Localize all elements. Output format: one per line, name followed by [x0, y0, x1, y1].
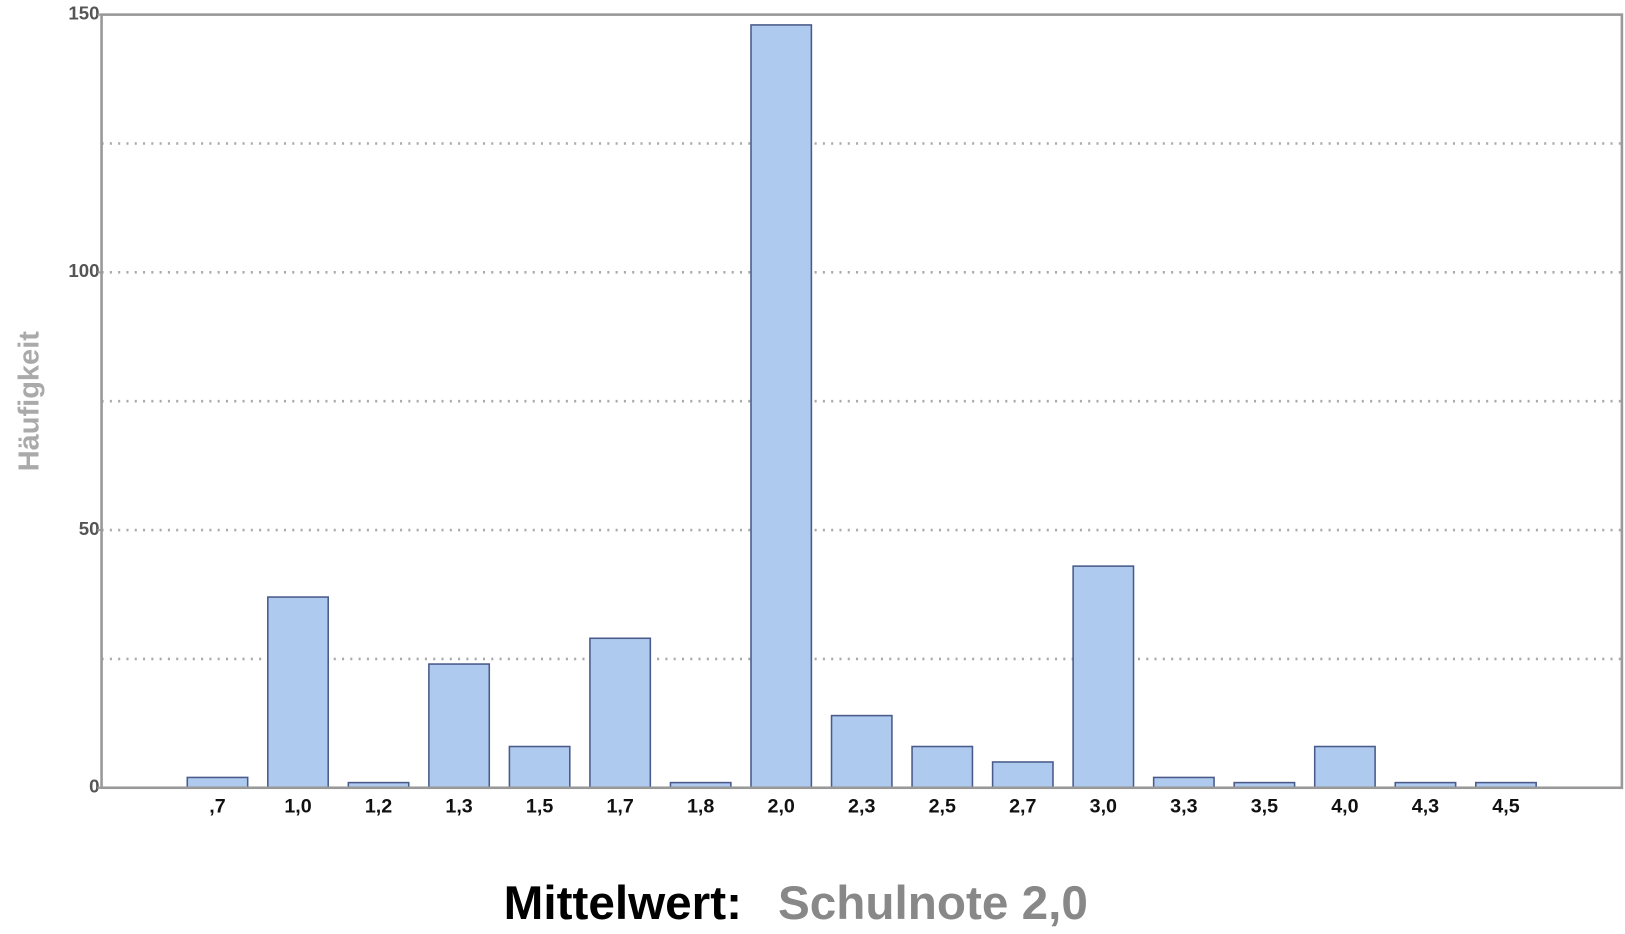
- y-tick-label: 100: [68, 260, 99, 281]
- x-tick-label: 1,2: [365, 796, 392, 818]
- x-tick-label: 3,5: [1251, 796, 1278, 818]
- y-tick-label: 0: [89, 776, 99, 797]
- x-tick-label: 3,3: [1170, 796, 1197, 818]
- y-axis-label: Häufigkeit: [14, 331, 46, 472]
- y-tick-label: 50: [79, 518, 100, 539]
- footer-label: Mittelwert:: [504, 876, 742, 929]
- x-tick-label: 1,8: [687, 796, 714, 818]
- bars: [186, 24, 1537, 789]
- bar: [428, 663, 491, 789]
- x-tick-label: 4,0: [1331, 796, 1358, 818]
- x-tick-label: 4,3: [1412, 796, 1439, 818]
- x-tick-label: 1,3: [445, 796, 472, 818]
- bar: [1313, 745, 1376, 789]
- x-tick-label: 2,5: [929, 796, 956, 818]
- x-tick-label: 2,3: [848, 796, 875, 818]
- grid: [101, 142, 1622, 661]
- bar: [991, 761, 1054, 789]
- footer-value: Schulnote 2,0: [778, 876, 1088, 929]
- bar: [750, 24, 813, 789]
- bar: [267, 596, 329, 789]
- bar: [1152, 776, 1215, 789]
- x-tick-label: 1,5: [526, 796, 553, 818]
- bar: [508, 745, 571, 789]
- bar: [186, 776, 249, 789]
- x-tick-label: 1,0: [284, 796, 311, 818]
- bar: [1072, 565, 1135, 789]
- x-tick-label: 2,7: [1009, 796, 1036, 818]
- bar: [830, 714, 893, 789]
- x-tick-label: 1,7: [606, 796, 633, 818]
- footer: Mittelwert: Schulnote 2,0: [504, 876, 1088, 929]
- x-tick-label: 3,0: [1090, 796, 1117, 818]
- bar: [911, 745, 974, 789]
- x-tick-label: 2,0: [768, 796, 795, 818]
- y-tick-label: 150: [68, 3, 99, 24]
- bar: [589, 637, 652, 789]
- x-tick-label: ,7: [209, 796, 225, 818]
- x-tick-label: 4,5: [1492, 796, 1519, 818]
- plot-frame: [100, 13, 1624, 790]
